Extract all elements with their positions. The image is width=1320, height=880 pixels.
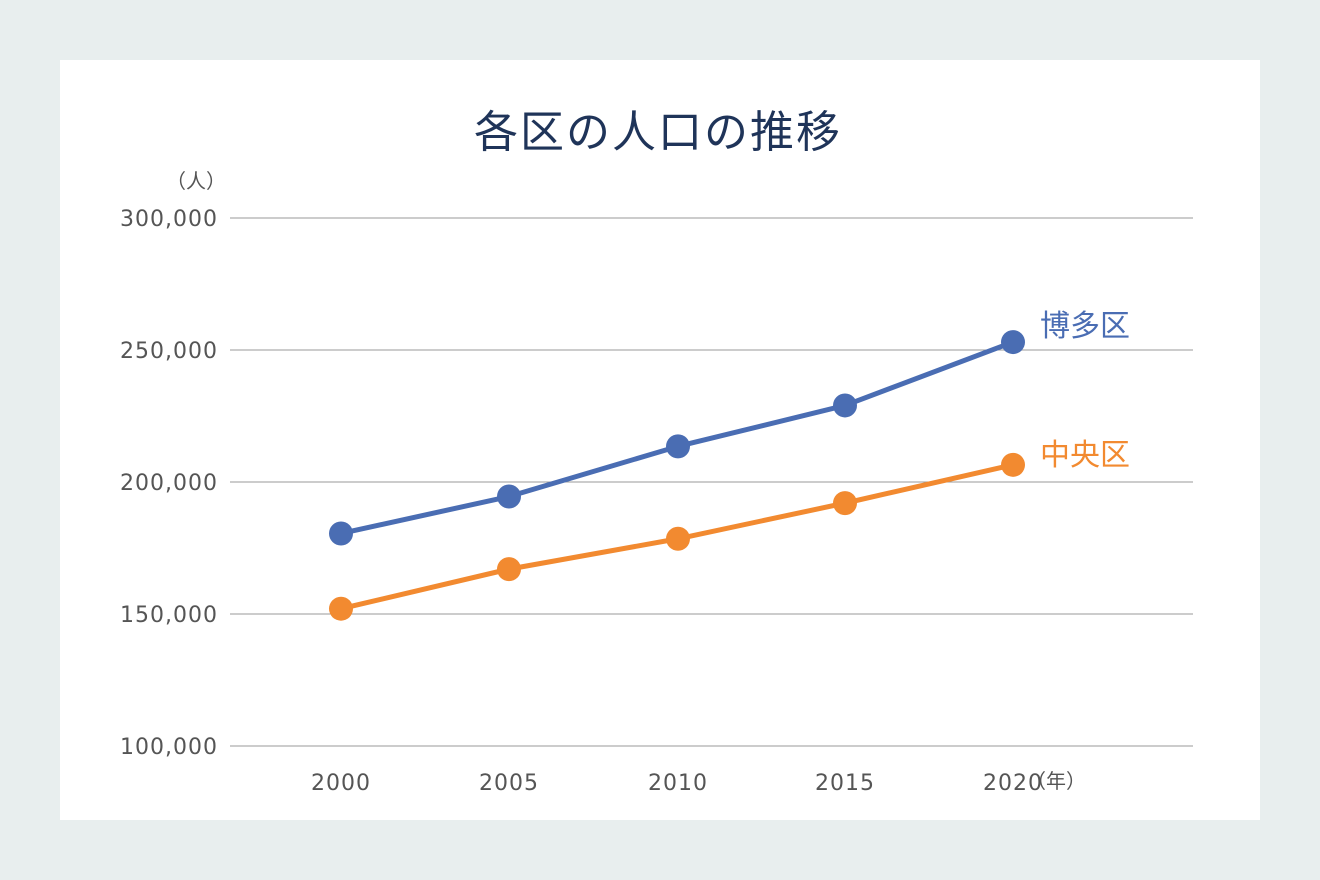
y-tick-label: 150,000: [120, 603, 218, 628]
x-tick-label: 2015: [815, 771, 875, 796]
data-point: [329, 521, 353, 546]
x-tick-label: 2000: [311, 771, 371, 796]
grid-lines: [230, 217, 1193, 747]
y-tick-label: 250,000: [120, 339, 218, 364]
data-point: [666, 526, 690, 551]
data-point: [329, 596, 353, 621]
data-point: [1001, 452, 1025, 477]
series-label: 中央区: [1040, 438, 1130, 473]
y-tick-label: 300,000: [120, 207, 218, 232]
y-axis-unit-label: （人）: [166, 169, 226, 193]
y-tick-label: 200,000: [120, 471, 218, 496]
x-axis-unit-label: （年）: [1026, 769, 1086, 793]
x-axis: 2000 2005 2010 2015 2020: [311, 771, 1043, 796]
data-point: [833, 491, 857, 516]
x-tick-label: 2020: [983, 771, 1043, 796]
chart-panel: [60, 60, 1260, 820]
data-point: [497, 484, 521, 509]
data-point: [833, 393, 857, 418]
data-point: [1001, 330, 1025, 355]
y-axis: 100,000 150,000 200,000 250,000 300,000: [120, 207, 218, 760]
series-label: 博多区: [1040, 309, 1130, 344]
chart-title: 各区の人口の推移: [474, 107, 842, 158]
y-tick-label: 100,000: [120, 735, 218, 760]
x-tick-label: 2010: [648, 771, 708, 796]
data-point: [497, 557, 521, 582]
data-point: [666, 434, 690, 459]
x-tick-label: 2005: [479, 771, 539, 796]
